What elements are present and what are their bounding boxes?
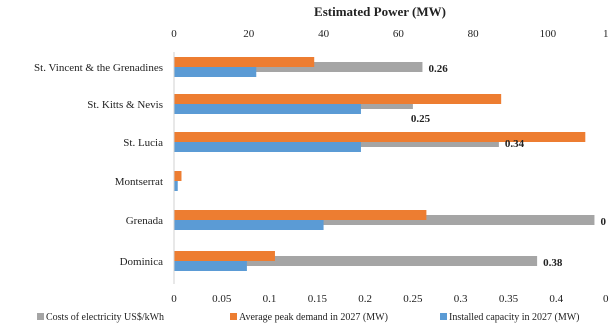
cost-data-label: 0.26 <box>428 63 448 75</box>
bottom-tick-label: 0 <box>171 293 177 305</box>
category-label: Dominica <box>120 256 163 268</box>
peak-demand-bar <box>174 171 182 181</box>
top-axis-ticks: 0 20 40 60 80 100 1 <box>171 28 608 40</box>
category-label: Montserrat <box>115 176 163 188</box>
installed-capacity-bar <box>174 181 178 191</box>
data-labels: 0.26 0.25 0.34 0 0.38 <box>411 63 607 269</box>
category-label: St. Kitts & Nevis <box>87 99 163 111</box>
bottom-tick-label: 0.1 <box>263 293 277 305</box>
top-tick-label-edge: 1 <box>603 28 609 40</box>
installed-capacity-bar <box>174 220 324 230</box>
bottom-axis-ticks: 0 0.05 0.1 0.15 0.2 0.25 0.3 0.35 0.4 0 <box>171 293 609 305</box>
bottom-tick-label-edge: 0 <box>603 293 609 305</box>
legend-label: Costs of electricity US$/kWh <box>46 312 164 323</box>
peak-demand-bar <box>174 132 586 142</box>
cost-data-label: 0.34 <box>505 138 525 150</box>
legend-swatch <box>230 313 237 320</box>
category-label: St. Vincent & the Grenadines <box>34 62 163 74</box>
legend: Costs of electricity US$/kWh Average peak… <box>37 312 580 323</box>
bottom-tick-label: 0.25 <box>403 293 423 305</box>
bottom-tick-label: 0.4 <box>549 293 563 305</box>
top-axis-title: Estimated Power (MW) <box>314 4 446 19</box>
peak-demand-bar <box>174 94 502 104</box>
cost-data-label: 0.38 <box>543 257 563 269</box>
cost-bar <box>174 256 538 266</box>
top-tick-label: 60 <box>393 28 405 40</box>
peak-demand-bar <box>174 57 315 67</box>
category-label: Grenada <box>126 215 163 227</box>
legend-swatch <box>440 313 447 320</box>
bottom-tick-label: 0.15 <box>308 293 328 305</box>
bottom-tick-label: 0.2 <box>358 293 372 305</box>
bottom-tick-label: 0.35 <box>499 293 519 305</box>
installed-capacity-bar <box>174 142 361 152</box>
top-tick-label: 40 <box>318 28 330 40</box>
peak-demand-bar <box>174 251 275 261</box>
legend-label: Average peak demand in 2027 (MW) <box>239 312 388 323</box>
category-label: St. Lucia <box>123 137 163 149</box>
installed-capacity-bar <box>174 261 247 271</box>
category-labels: St. Vincent & the Grenadines St. Kitts & … <box>34 62 163 268</box>
installed-capacity-bar <box>174 104 361 114</box>
top-tick-label: 100 <box>540 28 557 40</box>
legend-label: Installed capacity in 2027 (MW) <box>449 312 580 323</box>
top-tick-label: 20 <box>243 28 255 40</box>
cost-data-label: 0.25 <box>411 113 431 125</box>
cost-data-label: 0 <box>600 216 606 228</box>
top-tick-label: 80 <box>468 28 480 40</box>
legend-swatch <box>37 313 44 320</box>
peak-demand-bar <box>174 210 427 220</box>
bottom-tick-label: 0.3 <box>454 293 468 305</box>
bottom-tick-label: 0.05 <box>212 293 232 305</box>
installed-capacity-bar <box>174 67 257 77</box>
bars <box>174 57 595 271</box>
top-tick-label: 0 <box>171 28 177 40</box>
